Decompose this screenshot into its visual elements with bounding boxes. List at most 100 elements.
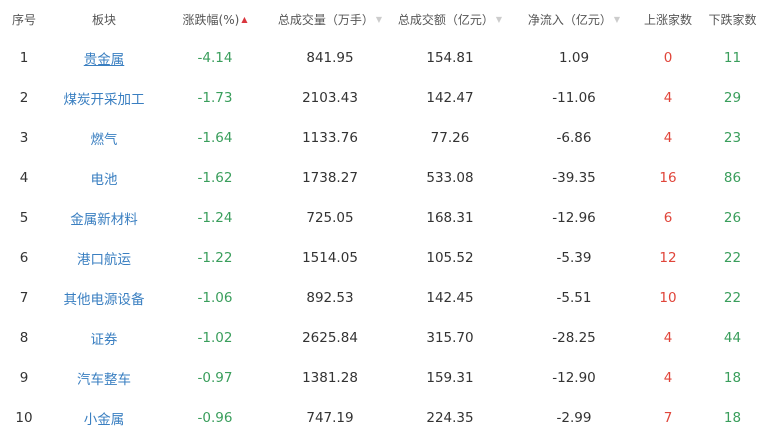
net-inflow-cell-text: -12.96 bbox=[552, 210, 596, 226]
header-rank: 序号 bbox=[0, 0, 48, 38]
rank-cell-text: 10 bbox=[15, 410, 33, 426]
turnover-cell-text: 533.08 bbox=[426, 170, 474, 186]
down-count-cell-text: 23 bbox=[723, 130, 742, 146]
sector-link-text[interactable]: 金属新材料 bbox=[70, 212, 138, 228]
rank-cell-text: 1 bbox=[19, 50, 29, 66]
volume-cell: 725.05 bbox=[270, 198, 390, 238]
header-change-pct[interactable]: 涨跌幅(%) ▲ bbox=[160, 0, 270, 38]
sector-link-text[interactable]: 汽车整车 bbox=[77, 372, 131, 388]
down-count-cell: 29 bbox=[698, 78, 767, 118]
down-count-cell-text: 29 bbox=[723, 90, 742, 106]
rank-cell-text: 9 bbox=[19, 370, 29, 386]
rank-cell-text: 3 bbox=[19, 130, 29, 146]
turnover-cell: 315.70 bbox=[390, 318, 510, 358]
sector-link: 燃气 bbox=[48, 118, 160, 158]
up-count-cell-text: 4 bbox=[663, 370, 673, 386]
header-turnover[interactable]: 总成交额（亿元） ▼ bbox=[390, 0, 510, 38]
volume-cell-text: 1133.76 bbox=[302, 130, 358, 146]
volume-cell: 1381.28 bbox=[270, 358, 390, 398]
table-row: 8 证券 -1.02 2625.84 315.70 -28.25 4 44 bbox=[0, 318, 767, 358]
net-inflow-cell: -12.90 bbox=[510, 358, 638, 398]
volume-cell: 1514.05 bbox=[270, 238, 390, 278]
header-net-inflow[interactable]: 净流入（亿元） ▼ bbox=[510, 0, 638, 38]
rank-cell: 6 bbox=[0, 238, 48, 278]
down-count-cell-text: 11 bbox=[723, 50, 742, 66]
volume-cell: 1133.76 bbox=[270, 118, 390, 158]
volume-cell-text: 1514.05 bbox=[302, 250, 358, 266]
down-count-cell-text: 18 bbox=[723, 370, 742, 386]
net-inflow-cell-text: -5.39 bbox=[556, 250, 592, 266]
net-inflow-cell: -6.86 bbox=[510, 118, 638, 158]
sector-link: 煤炭开采加工 bbox=[48, 78, 160, 118]
up-count-cell: 4 bbox=[638, 78, 698, 118]
turnover-cell-text: 168.31 bbox=[426, 210, 474, 226]
down-count-cell-text: 26 bbox=[723, 210, 742, 226]
header-sector: 板块 bbox=[48, 0, 160, 38]
change-pct-cell: -0.97 bbox=[160, 358, 270, 398]
net-inflow-cell-text: -11.06 bbox=[552, 90, 596, 106]
turnover-cell-text: 105.52 bbox=[426, 250, 474, 266]
up-count-cell-text: 4 bbox=[663, 90, 673, 106]
up-count-cell-text: 7 bbox=[663, 410, 673, 426]
sort-up-icon[interactable]: ▲ bbox=[241, 14, 248, 24]
up-count-cell: 10 bbox=[638, 278, 698, 318]
rank-cell-text: 7 bbox=[19, 290, 29, 306]
down-count-cell-text: 44 bbox=[723, 330, 742, 346]
change-pct-cell-text: -1.22 bbox=[197, 250, 233, 266]
rank-cell: 8 bbox=[0, 318, 48, 358]
down-count-cell: 22 bbox=[698, 238, 767, 278]
up-count-cell-text: 12 bbox=[659, 250, 677, 266]
volume-cell-text: 2625.84 bbox=[302, 330, 358, 346]
header-label: 总成交量（万手） bbox=[277, 12, 374, 27]
turnover-cell-text: 142.45 bbox=[426, 290, 474, 306]
sector-link: 金属新材料 bbox=[48, 198, 160, 238]
table-row: 4 电池 -1.62 1738.27 533.08 -39.35 16 86 bbox=[0, 158, 767, 198]
sector-link: 电池 bbox=[48, 158, 160, 198]
sector-link-text[interactable]: 证券 bbox=[90, 332, 118, 348]
down-count-cell: 44 bbox=[698, 318, 767, 358]
sort-down-icon[interactable]: ▼ bbox=[613, 14, 621, 24]
change-pct-cell: -1.02 bbox=[160, 318, 270, 358]
sector-link-text[interactable]: 贵金属 bbox=[83, 52, 125, 68]
change-pct-cell: -1.06 bbox=[160, 278, 270, 318]
turnover-cell: 224.35 bbox=[390, 398, 510, 438]
rank-cell-text: 8 bbox=[19, 330, 29, 346]
up-count-cell-text: 16 bbox=[659, 170, 677, 186]
turnover-cell-text: 224.35 bbox=[426, 410, 474, 426]
sector-link-text[interactable]: 小金属 bbox=[83, 412, 125, 428]
sector-link-text[interactable]: 燃气 bbox=[90, 132, 118, 148]
sort-down-icon[interactable]: ▼ bbox=[495, 14, 503, 24]
sector-link-text[interactable]: 港口航运 bbox=[77, 252, 131, 268]
sector-link-text[interactable]: 煤炭开采加工 bbox=[63, 92, 145, 108]
up-count-cell-text: 0 bbox=[663, 50, 673, 66]
down-count-cell-text: 18 bbox=[723, 410, 742, 426]
header-volume[interactable]: 总成交量（万手） ▼ bbox=[270, 0, 390, 38]
volume-cell: 2103.43 bbox=[270, 78, 390, 118]
header-label: 涨跌幅(%) bbox=[182, 12, 240, 27]
table-row: 3 燃气 -1.64 1133.76 77.26 -6.86 4 23 bbox=[0, 118, 767, 158]
header-up-count: 上涨家数 bbox=[638, 0, 698, 38]
turnover-cell: 168.31 bbox=[390, 198, 510, 238]
net-inflow-cell-text: 1.09 bbox=[558, 50, 590, 66]
change-pct-cell-text: -0.96 bbox=[197, 410, 233, 426]
change-pct-cell: -1.62 bbox=[160, 158, 270, 198]
table-row: 5 金属新材料 -1.24 725.05 168.31 -12.96 6 26 bbox=[0, 198, 767, 238]
down-count-cell: 22 bbox=[698, 278, 767, 318]
up-count-cell: 16 bbox=[638, 158, 698, 198]
sector-link-text[interactable]: 电池 bbox=[90, 172, 118, 188]
sector-link: 汽车整车 bbox=[48, 358, 160, 398]
volume-cell-text: 841.95 bbox=[306, 50, 354, 66]
change-pct-cell: -1.64 bbox=[160, 118, 270, 158]
down-count-cell-text: 22 bbox=[723, 250, 742, 266]
rank-cell: 4 bbox=[0, 158, 48, 198]
turnover-cell: 142.45 bbox=[390, 278, 510, 318]
sector-link-text[interactable]: 其他电源设备 bbox=[63, 292, 145, 308]
volume-cell: 747.19 bbox=[270, 398, 390, 438]
down-count-cell: 11 bbox=[698, 38, 767, 78]
net-inflow-cell: -11.06 bbox=[510, 78, 638, 118]
sort-down-icon[interactable]: ▼ bbox=[375, 14, 383, 24]
up-count-cell-text: 10 bbox=[659, 290, 677, 306]
turnover-cell-text: 315.70 bbox=[426, 330, 474, 346]
volume-cell-text: 747.19 bbox=[306, 410, 354, 426]
